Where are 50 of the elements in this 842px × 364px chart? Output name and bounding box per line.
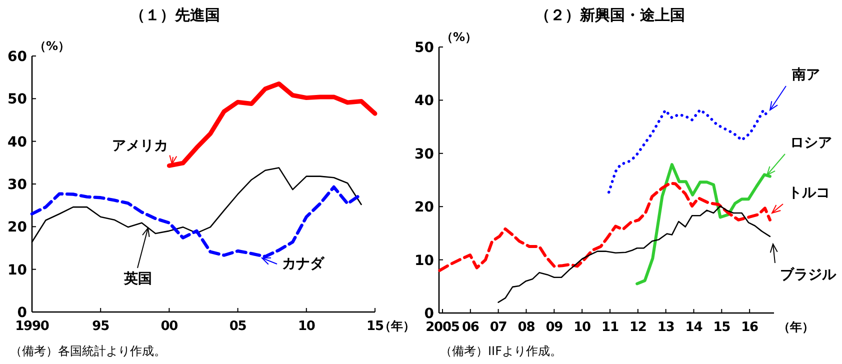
x-tick-label: 15 [366, 319, 384, 334]
x-tick-label: 08 [518, 320, 536, 335]
x-tick-label: 15 [713, 320, 731, 335]
x-tick-label: 06 [462, 320, 480, 335]
chart-title: （１）先進国 [130, 6, 220, 24]
y-tick-label: 50 [8, 92, 28, 108]
legend-label: ブラジル [780, 266, 837, 283]
x-tick-label: 2005 [426, 320, 460, 335]
series-label: アメリカ [112, 138, 168, 154]
text: （備考）IIFより作成。 [440, 344, 562, 358]
y-tick-label: 0 [424, 306, 434, 322]
y-tick-label: 10 [8, 262, 28, 278]
line-series [498, 205, 771, 304]
x-tick-label: 10 [298, 319, 316, 334]
x-tick-label: 11 [602, 320, 619, 335]
y-axis-title: （%） [34, 39, 70, 53]
text: ロシア [790, 135, 832, 151]
text: （備考）各国統計より作成。 [10, 344, 166, 358]
text: 英国 [123, 271, 152, 287]
y-tick-label: 0 [17, 305, 28, 321]
x-tick-label: 10 [574, 320, 592, 335]
y-axis-title: （%） [441, 30, 478, 44]
x-axis-title: （年） [778, 320, 814, 334]
y-tick-label: 30 [414, 146, 434, 162]
y-tick-label: 10 [414, 252, 434, 269]
x-tick-label: 16 [741, 320, 759, 335]
x-tick-label: 00 [160, 319, 178, 334]
y-tick-label: 40 [414, 93, 434, 110]
y-tick-label: 50 [414, 40, 434, 56]
text: 南ア [791, 67, 820, 83]
y-tick-label: 60 [8, 49, 28, 65]
chart-title: （２）新興国・途上国 [535, 6, 685, 24]
x-tick-label: 1990 [15, 319, 50, 334]
line-series [166, 81, 378, 168]
line-series [438, 182, 772, 272]
line-series [607, 108, 770, 194]
legend-label: カナダ [282, 256, 325, 272]
x-tick-label: 05 [229, 319, 247, 334]
x-tick-label: 14 [685, 320, 703, 335]
x-tick-label: 12 [629, 320, 646, 335]
y-tick-label: 40 [8, 134, 28, 150]
y-tick-label: 20 [414, 200, 434, 216]
x-tick-label: 95 [92, 319, 110, 334]
line-series [636, 163, 772, 286]
y-tick-label: 20 [8, 220, 28, 236]
series-label: トルコ [788, 185, 830, 201]
x-tick-label: 13 [657, 320, 675, 335]
x-tick-label: 07 [490, 320, 508, 335]
y-tick-label: 30 [8, 177, 28, 193]
x-tick-label: 09 [546, 320, 564, 335]
